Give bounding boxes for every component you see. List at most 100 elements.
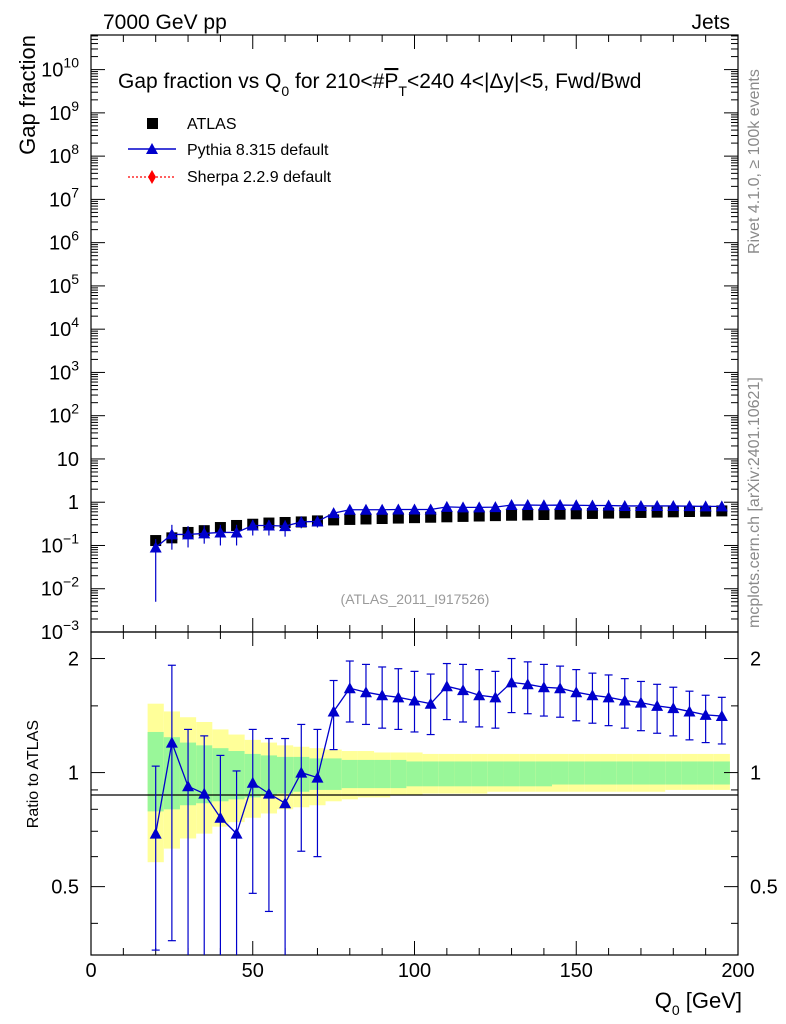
atlas-point <box>376 513 388 525</box>
ratio-pythia-point <box>699 708 712 720</box>
pythia-point <box>505 499 518 511</box>
x-axis-title: Q0 [GeV] <box>655 988 742 1018</box>
y-tick-label: 106 <box>49 228 79 255</box>
legend-pythia-marker <box>146 143 158 154</box>
pythia-point <box>230 526 243 538</box>
pythia-point <box>554 499 567 511</box>
pythia-point <box>634 499 647 511</box>
green-band-bin <box>535 761 552 787</box>
legend-sherpa-marker <box>148 170 156 184</box>
plot-title-part-c: P <box>384 70 398 93</box>
y-tick-label: 1 <box>68 492 79 514</box>
ratio-tick-label-right: 2 <box>750 649 761 671</box>
ratio-pythia-point <box>473 689 486 701</box>
y-tick-label: 105 <box>49 271 79 298</box>
header-jets-label: Jets <box>691 11 730 34</box>
green-band-bin <box>600 761 617 785</box>
tick-labels: 0 50 100 150 20010−310−210−11101021031041051… <box>41 55 778 982</box>
ratio-tick-label: 2 <box>68 649 79 671</box>
ratio-pythia-point <box>214 811 227 823</box>
analysis-id-label: (ATLAS_2011_I917526) <box>341 591 490 607</box>
pythia-point <box>311 515 324 527</box>
atlas-point <box>425 511 437 523</box>
y-tick-label: 109 <box>49 98 79 125</box>
pythia-point <box>392 503 405 515</box>
plot-title-part-a: Gap fraction vs Q <box>118 70 281 93</box>
plot-title: Gap fraction vs Q0 for 210<#PT<240 4<|Δy… <box>118 70 641 99</box>
green-band-bin <box>487 761 504 787</box>
pythia-point <box>327 507 340 519</box>
x-axis-title-sub: 0 <box>672 1002 680 1018</box>
green-band-bin <box>551 761 569 785</box>
ratio-pythia-point <box>651 699 664 711</box>
y-axis-title-top: Gap fraction <box>15 35 40 155</box>
mcplots-reference-label: mcplots.cern.ch [arXiv:2401.10621] <box>746 377 763 628</box>
ratio-tick-label: 0.5 <box>51 877 79 899</box>
pythia-point <box>376 503 389 515</box>
atlas-point <box>473 510 485 522</box>
ratio-pythia-point <box>376 689 389 701</box>
atlas-point <box>506 509 518 521</box>
ratio-panel-data <box>149 657 728 955</box>
ratio-pythia-point <box>521 678 534 690</box>
plot-title-sub: 0 <box>281 83 289 99</box>
ratio-pythia-point <box>440 680 453 692</box>
plot-title-part-b: for 210<# <box>289 70 384 93</box>
atlas-point <box>328 514 340 526</box>
ratio-pythia-point <box>634 696 647 708</box>
ratio-pythia-point <box>198 787 211 799</box>
legend-sherpa-label: Sherpa 2.2.9 default <box>187 169 332 186</box>
y-tick-label: 102 <box>49 401 79 428</box>
ratio-tick-label-right: 1 <box>750 763 761 785</box>
y-tick-label: 10−2 <box>41 574 79 601</box>
ratio-tick-label: 1 <box>68 763 79 785</box>
y-tick-label: 104 <box>49 314 79 341</box>
pythia-point <box>521 499 534 511</box>
pythia-point <box>489 501 502 513</box>
green-band-bin <box>649 761 666 785</box>
ratio-pythia-point <box>586 689 599 701</box>
atlas-point <box>683 506 695 518</box>
ratio-pythia-point <box>667 702 680 714</box>
green-band-bin <box>632 761 650 785</box>
pythia-point <box>149 541 162 553</box>
atlas-point <box>570 508 582 520</box>
ratio-pythia-point <box>327 705 340 717</box>
green-band-bin <box>406 761 423 787</box>
ratio-pythia-point <box>279 797 292 809</box>
atlas-point <box>457 510 469 522</box>
ratio-pythia-point <box>149 827 162 839</box>
legend-atlas-marker <box>147 118 158 129</box>
pythia-point <box>537 499 550 511</box>
ratio-pythia-point <box>392 691 405 703</box>
pythia-point <box>198 527 211 539</box>
pythia-point <box>408 503 421 515</box>
atlas-point <box>667 506 679 518</box>
green-band-bin <box>341 759 358 789</box>
pythia-point <box>457 501 470 513</box>
pythia-point <box>182 528 195 540</box>
y-axis-title-ratio: Ratio to ATLAS <box>25 720 42 828</box>
green-band-bin <box>503 761 520 787</box>
x-axis-title-a: Q <box>655 988 672 1013</box>
ratio-pythia-point <box>618 694 631 706</box>
pythia-point <box>165 528 178 540</box>
green-band-bin <box>325 758 342 790</box>
atlas-point <box>441 511 453 523</box>
ratio-pythia-point <box>295 766 308 778</box>
ratio-pythia-point <box>683 705 696 717</box>
legend-pythia-label: Pythia 8.315 default <box>187 142 329 159</box>
pythia-point <box>699 500 712 512</box>
plot-title-csub: T <box>398 83 407 99</box>
ratio-pythia-point <box>408 694 421 706</box>
ratio-pythia-point <box>554 682 567 694</box>
atlas-point <box>619 507 631 519</box>
atlas-point <box>635 506 647 518</box>
ratio-pythia-point <box>602 691 615 703</box>
pythia-point <box>586 499 599 511</box>
ratio-pythia-point <box>489 691 502 703</box>
atlas-point <box>489 510 501 522</box>
plot-title-part-d: <240 4<|Δy|<5, Fwd/Bwd <box>407 70 642 93</box>
pythia-point <box>715 500 728 512</box>
